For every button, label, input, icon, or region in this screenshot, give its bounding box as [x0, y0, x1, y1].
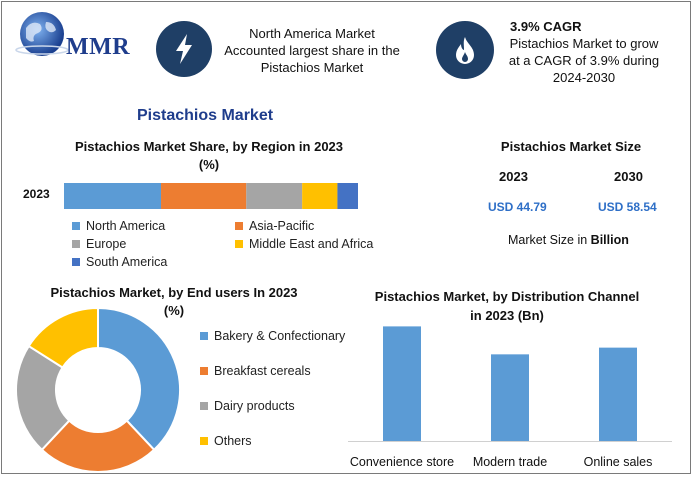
- legend-swatch: [200, 332, 208, 340]
- channel-category-label: Modern trade: [473, 455, 547, 469]
- legend-swatch: [72, 222, 80, 230]
- legend-label: Middle East and Africa: [249, 237, 374, 251]
- channel-chart-title: Pistachios Market, by Distribution Chann…: [374, 289, 640, 323]
- market-size-value2: USD 58.54: [598, 200, 657, 214]
- header-right-line3: 2024-2030: [552, 70, 616, 85]
- legend-label: Bakery & Confectionary: [214, 329, 346, 343]
- legend-swatch: [235, 222, 243, 230]
- legend-north-america: North America: [72, 219, 165, 233]
- legend-label: Dairy products: [214, 399, 295, 413]
- legend-label: North America: [86, 219, 166, 233]
- region-bar-category: 2023: [23, 187, 50, 201]
- market-size-title: Pistachios Market Size: [500, 139, 642, 154]
- header-left-line2: Accounted largest share in the: [224, 43, 400, 58]
- market-size-year2: 2030: [614, 169, 643, 184]
- lightning-icon: [176, 34, 192, 64]
- globe-logo-icon: [15, 12, 69, 56]
- region-bar-segment-middle-east-and-africa: [302, 183, 338, 209]
- brand-name: MMR: [66, 34, 131, 60]
- donut-slice-bakery-confectionary: [97, 306, 181, 452]
- legend-others: Others: [200, 434, 252, 448]
- market-size-value1: USD 44.79: [488, 200, 547, 214]
- legend-bakery: Bakery & Confectionary: [200, 329, 345, 343]
- channel-category-label: Online sales: [584, 455, 653, 469]
- legend-europe: Europe: [72, 237, 126, 251]
- legend-swatch: [200, 437, 208, 445]
- cagr-title: 3.9% CAGR: [510, 19, 582, 34]
- legend-south-america: South America: [72, 255, 167, 269]
- end-users-chart-title: Pistachios Market, by End users In 2023 …: [28, 285, 320, 318]
- region-bar-segment-europe: [246, 183, 303, 209]
- lightning-circle: [156, 21, 212, 77]
- flame-icon: [456, 37, 474, 64]
- region-bar-segment-asia-pacific: [161, 183, 247, 209]
- market-size-note-unit: Billion: [590, 233, 629, 247]
- channel-bar-convenience-store: [383, 326, 421, 441]
- market-size-year1: 2023: [499, 169, 528, 184]
- legend-swatch: [200, 402, 208, 410]
- legend-swatch: [72, 258, 80, 266]
- header-left-text: North America Market Accounted largest s…: [214, 25, 410, 76]
- region-stacked-bar: [64, 183, 358, 209]
- legend-breakfast-cereals: Breakfast cereals: [200, 364, 311, 378]
- region-chart-title: Pistachios Market Share, by Region in 20…: [52, 139, 366, 172]
- legend-label: Europe: [86, 237, 127, 251]
- region-bar-segment-north-america: [64, 183, 162, 209]
- end-users-donut: [15, 306, 181, 473]
- legend-label: Asia-Pacific: [249, 219, 315, 233]
- legend-label: Breakfast cereals: [214, 364, 311, 378]
- header-right-text: 3.9% CAGR Pistachios Market to grow at a…: [496, 18, 672, 86]
- region-bar-segment-south-america: [337, 183, 358, 209]
- end-users-title-text: Pistachios Market, by End users In 2023: [50, 285, 298, 300]
- channel-bar-chart: Convenience store Modern trade Online sale…: [348, 326, 672, 469]
- main-title: Pistachios Market: [137, 107, 274, 124]
- legend-swatch: [72, 240, 80, 248]
- channel-bar-modern-trade: [491, 354, 529, 441]
- legend-swatch: [235, 240, 243, 248]
- legend-dairy: Dairy products: [200, 399, 295, 413]
- region-chart-subtitle: (%): [198, 157, 220, 172]
- market-size-note: Market Size in Billion: [508, 233, 629, 247]
- legend-asia-pacific: Asia-Pacific: [235, 219, 314, 233]
- region-chart-title-text: Pistachios Market Share, by Region in 20…: [74, 139, 344, 154]
- donut-slice-others: [27, 306, 99, 369]
- donut-slice-dairy-products: [15, 344, 71, 452]
- channel-bar-online-sales: [599, 347, 637, 441]
- legend-swatch: [200, 367, 208, 375]
- end-users-subtitle: (%): [163, 303, 185, 318]
- header-right-line2: at a CAGR of 3.9% during: [508, 53, 660, 68]
- legend-middle-east-africa: Middle East and Africa: [235, 237, 373, 251]
- header-right-line1: Pistachios Market to grow: [509, 36, 659, 51]
- legend-label: Others: [214, 434, 252, 448]
- channel-category-label: Convenience store: [350, 455, 454, 469]
- donut-slice-breakfast-cereals: [40, 419, 156, 473]
- header-left-line1: North America Market: [249, 26, 375, 41]
- end-users-legend: Bakery & Confectionary Breakfast cereals…: [200, 329, 360, 454]
- legend-label: South America: [86, 255, 168, 269]
- flame-circle: [436, 21, 494, 79]
- header-left-line3: Pistachios Market: [260, 60, 364, 75]
- region-legend: North America Asia-Pacific Europe Middle…: [72, 219, 392, 271]
- market-size-note-prefix: Market Size in: [508, 233, 591, 247]
